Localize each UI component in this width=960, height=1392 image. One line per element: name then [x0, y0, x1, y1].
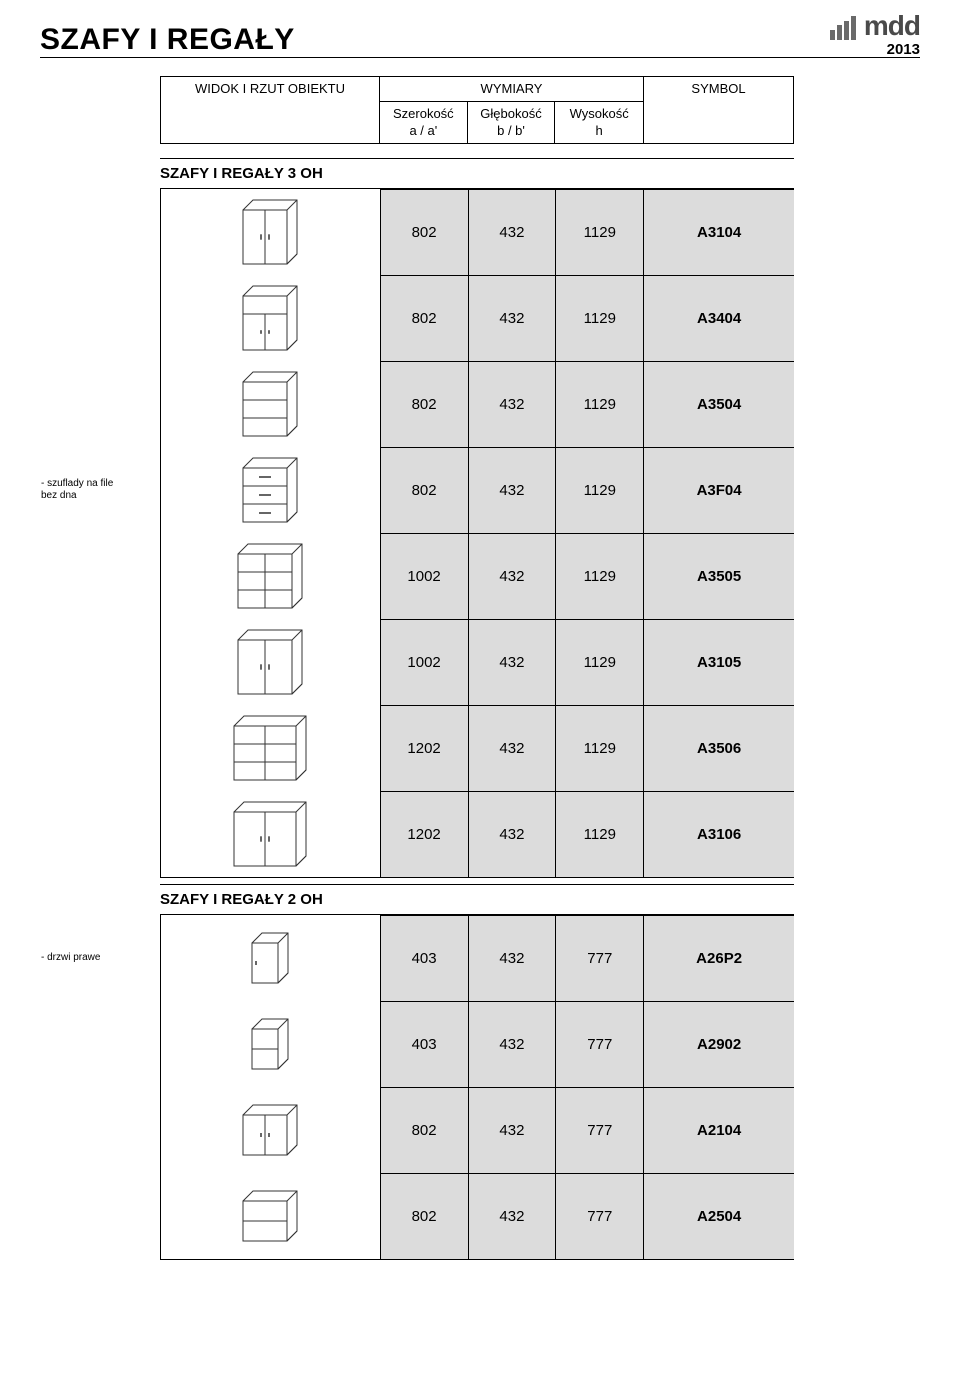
dim-d: 432 [469, 1087, 557, 1173]
dim-d: 432 [469, 705, 557, 791]
symbol-cell: A3504 [644, 361, 794, 447]
dim-d: 432 [469, 619, 557, 705]
page-title: SZAFY I REGAŁY [40, 23, 295, 57]
dim-h: 1129 [556, 705, 644, 791]
dim-d: 432 [469, 361, 557, 447]
logo-bars-icon [830, 16, 860, 40]
symbol-cell: A26P2 [644, 915, 794, 1001]
dim-w: 1202 [381, 791, 469, 877]
dim-d: 432 [469, 189, 557, 275]
column-header: WIDOK I RZUT OBIEKTU WYMIARY Szerokość a… [160, 76, 920, 144]
table-row: 403432777A2902 [161, 1001, 794, 1087]
table-row: 10024321129A3105 [161, 619, 794, 705]
col-height: Wysokość h [555, 102, 643, 144]
cabinet-icon [161, 1087, 381, 1173]
table-row: 8024321129A3404 [161, 275, 794, 361]
symbol-cell: A3104 [644, 189, 794, 275]
dim-h: 777 [556, 1087, 644, 1173]
dim-h: 1129 [556, 275, 644, 361]
dim-w: 802 [381, 275, 469, 361]
symbol-cell: A2902 [644, 1001, 794, 1087]
cabinet-icon [161, 447, 381, 533]
col-dims-group: WYMIARY Szerokość a / a' Głębokość b / b… [380, 76, 644, 144]
section-group: 8024321129A31048024321129A34048024321129… [160, 189, 794, 878]
dim-w: 403 [381, 915, 469, 1001]
dim-w: 802 [381, 361, 469, 447]
table-row: 12024321129A3506 [161, 705, 794, 791]
dim-w: 802 [381, 447, 469, 533]
logo: mdd [830, 12, 920, 40]
symbol-cell: A2504 [644, 1173, 794, 1259]
col-dims: WYMIARY [380, 81, 643, 102]
cabinet-icon [161, 1173, 381, 1259]
section-title: SZAFY I REGAŁY 2 OH [160, 884, 794, 915]
dim-d: 432 [469, 1001, 557, 1087]
col-symbol: SYMBOL [644, 76, 794, 144]
cabinet-icon [161, 189, 381, 275]
table-row: 8024321129A3104 [161, 189, 794, 275]
symbol-cell: A3506 [644, 705, 794, 791]
cabinet-icon [161, 1001, 381, 1087]
year: 2013 [830, 42, 920, 57]
dim-h: 1129 [556, 361, 644, 447]
logo-text: mdd [864, 12, 920, 40]
table-row: - drzwi prawe403432777A26P2 [161, 915, 794, 1001]
table-row: 802432777A2504 [161, 1173, 794, 1259]
table-row: 802432777A2104 [161, 1087, 794, 1173]
row-note: - drzwi prawe [41, 952, 151, 964]
dim-d: 432 [469, 1173, 557, 1259]
dim-w: 802 [381, 1173, 469, 1259]
col-depth: Głębokość b / b' [468, 102, 556, 144]
dim-w: 802 [381, 1087, 469, 1173]
symbol-cell: A3505 [644, 533, 794, 619]
cabinet-icon [161, 705, 381, 791]
table-row: 8024321129A3504 [161, 361, 794, 447]
dim-h: 1129 [556, 189, 644, 275]
cabinet-icon [161, 791, 381, 877]
dim-h: 1129 [556, 447, 644, 533]
dim-h: 1129 [556, 619, 644, 705]
dim-d: 432 [469, 915, 557, 1001]
cabinet-icon [161, 533, 381, 619]
col-view: WIDOK I RZUT OBIEKTU [160, 76, 380, 144]
cabinet-icon [161, 915, 381, 1001]
section-title: SZAFY I REGAŁY 3 OH [160, 158, 794, 189]
dim-w: 1002 [381, 619, 469, 705]
dim-w: 403 [381, 1001, 469, 1087]
col-width: Szerokość a / a' [380, 102, 468, 144]
cabinet-icon [161, 361, 381, 447]
symbol-cell: A3F04 [644, 447, 794, 533]
row-note: - szuflady na file bez dna [41, 478, 151, 502]
dim-w: 802 [381, 189, 469, 275]
section-group: - drzwi prawe403432777A26P2403432777A290… [160, 915, 794, 1260]
dim-d: 432 [469, 447, 557, 533]
dim-w: 1202 [381, 705, 469, 791]
symbol-cell: A3106 [644, 791, 794, 877]
dim-d: 432 [469, 275, 557, 361]
dim-d: 432 [469, 791, 557, 877]
cabinet-icon [161, 619, 381, 705]
header: SZAFY I REGAŁY mdd 2013 [40, 12, 920, 58]
dim-h: 1129 [556, 533, 644, 619]
dim-d: 432 [469, 533, 557, 619]
symbol-cell: A2104 [644, 1087, 794, 1173]
dim-h: 777 [556, 1173, 644, 1259]
dim-w: 1002 [381, 533, 469, 619]
dim-h: 777 [556, 1001, 644, 1087]
dim-h: 1129 [556, 791, 644, 877]
table-row: - szuflady na file bez dna8024321129A3F0… [161, 447, 794, 533]
cabinet-icon [161, 275, 381, 361]
table-row: 10024321129A3505 [161, 533, 794, 619]
symbol-cell: A3404 [644, 275, 794, 361]
logo-block: mdd 2013 [830, 12, 920, 57]
symbol-cell: A3105 [644, 619, 794, 705]
table-row: 12024321129A3106 [161, 791, 794, 877]
dim-h: 777 [556, 915, 644, 1001]
